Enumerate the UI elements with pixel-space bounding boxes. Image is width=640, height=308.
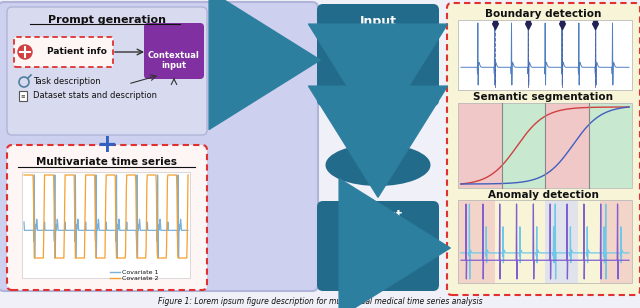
Text: Multivariate time series: Multivariate time series	[36, 157, 177, 167]
Text: +: +	[97, 133, 117, 157]
Text: Input: Input	[360, 15, 397, 29]
Text: Contextual: Contextual	[148, 51, 200, 59]
FancyBboxPatch shape	[545, 103, 589, 188]
Text: Output: Output	[353, 209, 403, 221]
Text: Patient info: Patient info	[47, 47, 107, 56]
Text: Anomaly detection: Anomaly detection	[488, 190, 598, 200]
FancyBboxPatch shape	[19, 91, 27, 101]
FancyBboxPatch shape	[7, 7, 207, 135]
FancyBboxPatch shape	[0, 2, 318, 291]
Text: Task description: Task description	[33, 76, 100, 86]
FancyBboxPatch shape	[458, 20, 632, 90]
Text: embeddings: embeddings	[350, 58, 406, 67]
FancyBboxPatch shape	[447, 3, 640, 295]
FancyBboxPatch shape	[600, 200, 632, 283]
FancyBboxPatch shape	[458, 200, 495, 283]
FancyBboxPatch shape	[458, 103, 502, 188]
Text: LLM: LLM	[364, 159, 392, 172]
Text: Prompt generation: Prompt generation	[48, 15, 166, 25]
FancyBboxPatch shape	[589, 103, 632, 188]
Text: Semantic segmentation: Semantic segmentation	[473, 92, 613, 102]
Text: Boundary detection: Boundary detection	[485, 9, 601, 19]
Ellipse shape	[326, 144, 431, 186]
Text: task-specific: task-specific	[349, 225, 406, 234]
Circle shape	[18, 45, 32, 59]
Text: text + time series: text + time series	[337, 46, 419, 55]
FancyBboxPatch shape	[144, 23, 204, 79]
Text: predictions: predictions	[353, 240, 403, 249]
FancyBboxPatch shape	[545, 200, 578, 283]
Text: Figure 1: Lorem ipsum figure description for multimodal medical time series anal: Figure 1: Lorem ipsum figure description…	[157, 298, 483, 306]
Text: Covariate 2: Covariate 2	[122, 275, 159, 281]
FancyBboxPatch shape	[502, 103, 545, 188]
Text: Covariate 1: Covariate 1	[122, 270, 158, 274]
FancyBboxPatch shape	[14, 37, 113, 67]
FancyBboxPatch shape	[22, 172, 190, 278]
FancyBboxPatch shape	[7, 145, 207, 290]
Text: concatenated: concatenated	[347, 34, 409, 43]
FancyBboxPatch shape	[317, 4, 439, 106]
Text: Dataset stats and description: Dataset stats and description	[33, 91, 157, 100]
Text: input: input	[161, 60, 187, 70]
FancyBboxPatch shape	[317, 201, 439, 291]
Text: ≡: ≡	[20, 94, 26, 99]
